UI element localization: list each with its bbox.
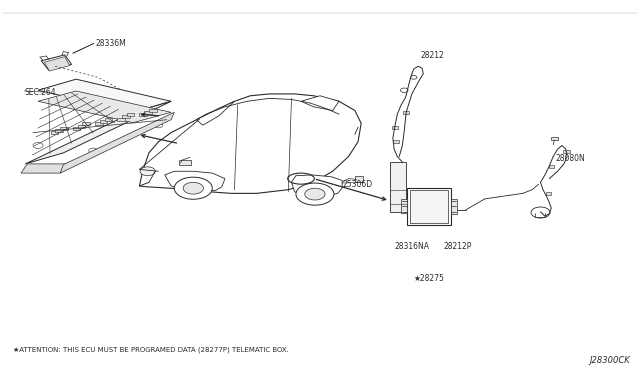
Bar bbox=[403, 111, 410, 114]
Text: SEC.264: SEC.264 bbox=[24, 87, 56, 97]
Polygon shape bbox=[301, 96, 339, 110]
Polygon shape bbox=[196, 101, 234, 125]
Circle shape bbox=[531, 207, 550, 218]
Text: 28316NA: 28316NA bbox=[394, 242, 429, 251]
Circle shape bbox=[183, 182, 204, 194]
Bar bbox=[392, 126, 398, 129]
Bar bbox=[355, 176, 363, 182]
Polygon shape bbox=[21, 164, 67, 173]
Bar bbox=[144, 111, 152, 114]
Bar bbox=[393, 140, 399, 143]
Bar bbox=[408, 188, 451, 225]
Circle shape bbox=[140, 167, 156, 176]
Bar bbox=[410, 190, 448, 223]
Bar bbox=[122, 115, 130, 118]
Bar bbox=[73, 127, 81, 130]
Bar bbox=[140, 113, 147, 116]
Polygon shape bbox=[44, 57, 70, 71]
Bar bbox=[104, 118, 112, 121]
Polygon shape bbox=[41, 55, 72, 70]
Bar bbox=[100, 120, 108, 123]
Bar bbox=[60, 127, 68, 130]
Bar bbox=[179, 160, 191, 165]
Bar bbox=[549, 165, 554, 167]
Text: 28212P: 28212P bbox=[444, 242, 472, 251]
Bar bbox=[563, 150, 570, 153]
Bar bbox=[51, 131, 58, 134]
Polygon shape bbox=[164, 171, 225, 191]
Text: ★ATTENTION: THIS ECU MUST BE PROGRAMED DATA (28277P) TELEMATIC BOX.: ★ATTENTION: THIS ECU MUST BE PROGRAMED D… bbox=[13, 347, 289, 353]
Text: 28336M: 28336M bbox=[95, 39, 126, 48]
Polygon shape bbox=[390, 162, 406, 212]
Text: ★28275: ★28275 bbox=[414, 274, 445, 283]
Bar bbox=[95, 122, 102, 125]
Bar bbox=[451, 199, 457, 214]
Bar bbox=[149, 109, 157, 112]
Text: 28212: 28212 bbox=[420, 51, 444, 60]
Polygon shape bbox=[291, 175, 342, 196]
Bar bbox=[550, 137, 558, 140]
Polygon shape bbox=[26, 101, 171, 164]
Polygon shape bbox=[60, 112, 174, 173]
Bar bbox=[83, 122, 90, 125]
Polygon shape bbox=[140, 94, 361, 193]
Bar bbox=[127, 113, 134, 116]
Bar bbox=[546, 192, 551, 195]
Circle shape bbox=[305, 188, 325, 200]
Bar bbox=[77, 125, 85, 128]
Bar bbox=[56, 129, 63, 132]
Bar bbox=[401, 199, 408, 213]
Polygon shape bbox=[38, 91, 171, 123]
Text: 28080N: 28080N bbox=[556, 154, 586, 163]
Circle shape bbox=[296, 183, 334, 205]
Circle shape bbox=[174, 177, 212, 199]
Text: 25306D: 25306D bbox=[342, 180, 372, 189]
Text: J28300CK: J28300CK bbox=[589, 356, 630, 365]
Polygon shape bbox=[38, 79, 171, 112]
Bar bbox=[117, 118, 125, 121]
